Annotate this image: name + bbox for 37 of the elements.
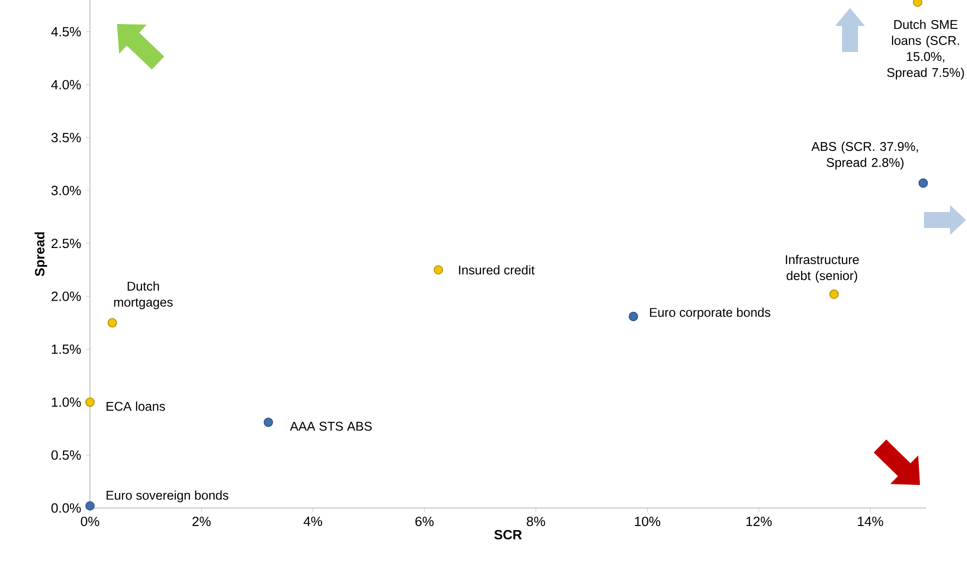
point	[829, 290, 839, 299]
annotation: Euro corporate bonds	[650, 308, 770, 320]
annotation: ECA loans	[106, 402, 165, 411]
x-tick-label: 0%	[80, 516, 100, 526]
y-tick-label: 4.0%	[51, 80, 81, 90]
x-tick-label: 8%	[526, 516, 546, 526]
y-tick-label: 0.5%	[51, 450, 81, 460]
annotation: AAA STS ABS	[290, 422, 372, 431]
point	[918, 178, 928, 188]
x-tick-label: 14%	[858, 516, 884, 526]
y-axis-title: Spread	[34, 232, 48, 276]
x-axis-title: SCR	[494, 530, 522, 540]
x-tick-label: 6%	[415, 516, 434, 526]
point	[434, 265, 443, 275]
point	[628, 312, 638, 322]
x-tick-label: 12%	[746, 516, 772, 526]
y-tick-label: 0.0%	[51, 503, 81, 513]
annotation: Dutch SME loans (SCR. 15.0%, Spread 7.5%)	[887, 20, 964, 80]
annotation: Infrastructure debt (senior)	[786, 254, 859, 283]
point	[264, 418, 274, 427]
x-tick-label: 2%	[192, 516, 211, 526]
annotation: Dutch mortgages	[114, 281, 173, 310]
point	[85, 501, 95, 511]
x-tick-label: 10%	[635, 516, 660, 526]
annotation: Euro sovereign bonds	[106, 490, 228, 502]
x-tick-label: 4%	[304, 516, 322, 526]
annotation: ABS (SCR. 37.9%, Spread 2.8%)	[811, 142, 918, 170]
y-tick-label: 2.0%	[52, 292, 81, 302]
annotation: Insured credit	[459, 265, 535, 275]
y-tick-label: 4.5%	[51, 27, 81, 36]
point	[85, 398, 95, 407]
y-tick-label: 1.5%	[52, 344, 81, 354]
y-tick-label: 3.0%	[51, 186, 81, 196]
y-tick-label: 1.0%	[52, 397, 81, 407]
y-tick-label: 3.5%	[51, 132, 81, 142]
point	[108, 318, 117, 328]
y-tick-label: 2.5%	[52, 238, 81, 248]
